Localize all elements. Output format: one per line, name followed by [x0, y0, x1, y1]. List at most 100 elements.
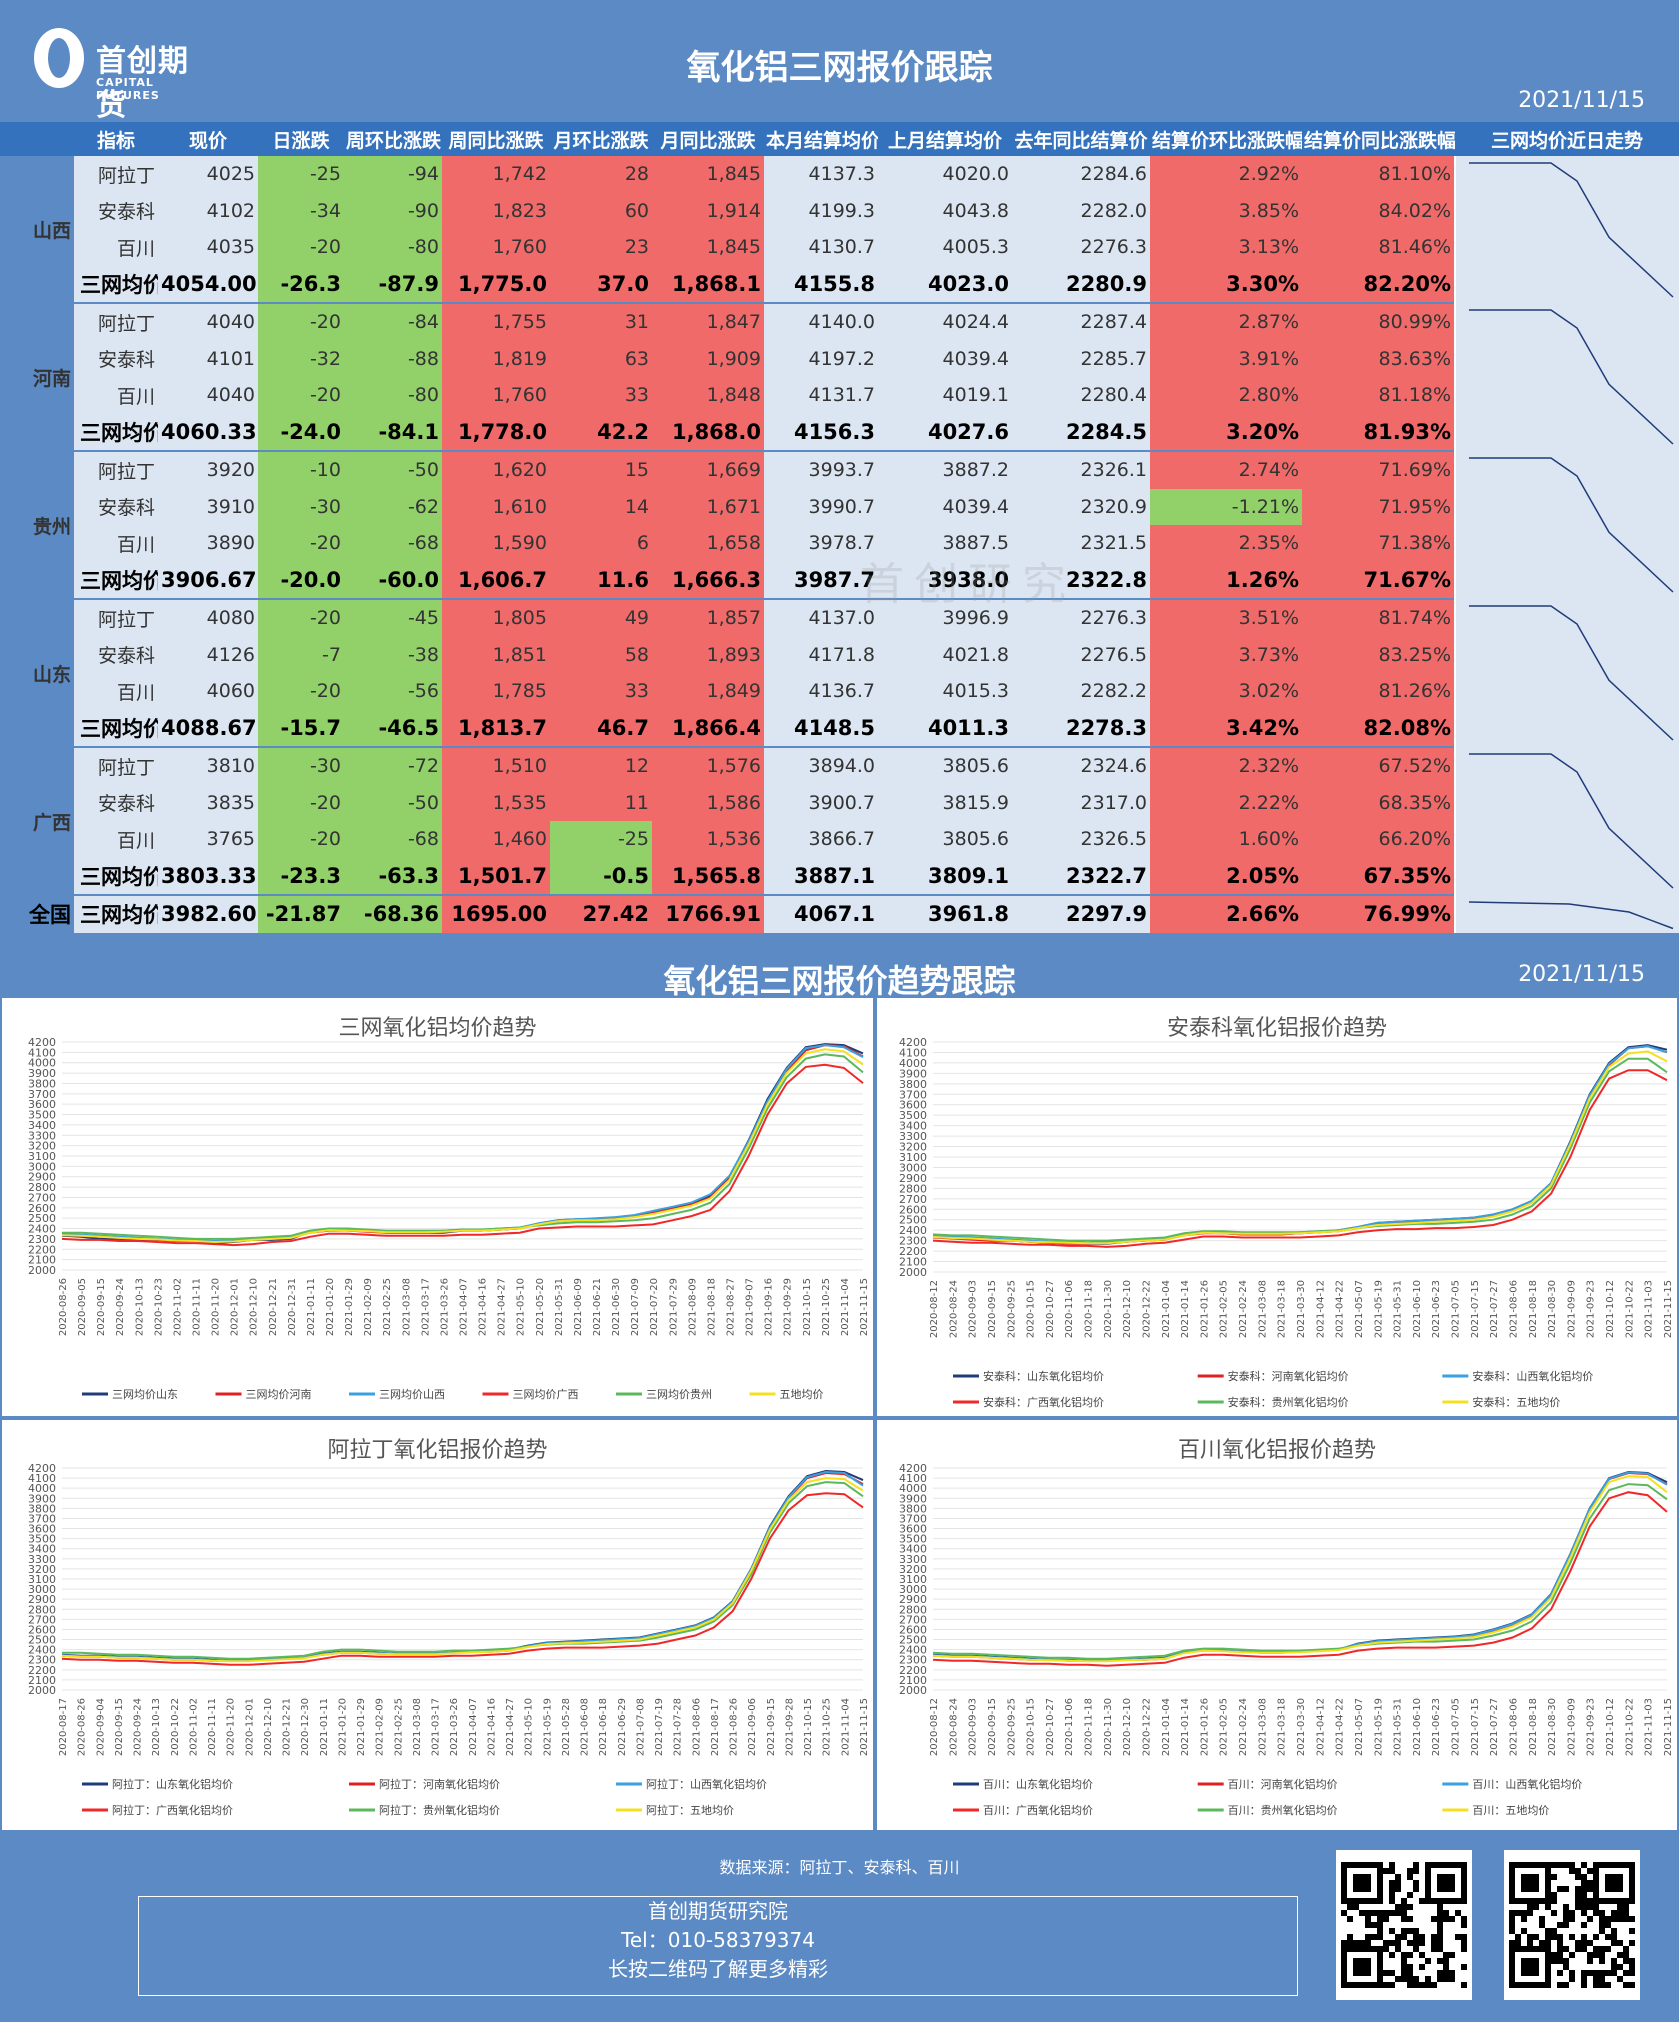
qr-module: [1545, 1946, 1551, 1952]
table-cell: 1,893: [652, 636, 764, 673]
qr-module: [1527, 1898, 1533, 1904]
x-tick-label: 2021-04-22: [1335, 1280, 1346, 1338]
qr-module: [1341, 1976, 1347, 1982]
table-cell: 2276.5: [1012, 636, 1150, 673]
table-cell: 1,669: [652, 451, 764, 489]
table-cell: 1,460: [442, 821, 550, 858]
x-tick-label: 2021-09-29: [783, 1278, 794, 1336]
x-tick-label: 2021-01-20: [337, 1698, 348, 1756]
legend-label: 百川：广西氧化铝均价: [983, 1803, 1093, 1817]
x-tick-label: 2021-03-18: [1277, 1280, 1288, 1338]
table-cell: 3906.67: [158, 561, 258, 600]
table-cell: 1,610: [442, 488, 550, 525]
x-tick-label: 2020-11-11: [192, 1278, 203, 1336]
qr-module: [1365, 1874, 1371, 1880]
qr-module: [1389, 1898, 1395, 1904]
qr-module: [1629, 1982, 1635, 1988]
x-tick-label: 2021-01-11: [319, 1698, 330, 1756]
qr-module: [1407, 1982, 1413, 1988]
x-tick-label: 2021-06-29: [617, 1698, 628, 1756]
y-tick-label: 3900: [899, 1067, 927, 1080]
qr-module: [1575, 1892, 1581, 1898]
sparkline: [1469, 457, 1674, 593]
qr-module: [1617, 1976, 1623, 1982]
table-cell: 1,823: [442, 192, 550, 229]
row-label: 百川: [74, 821, 158, 858]
qr-module: [1413, 1940, 1419, 1946]
table-cell: -56: [344, 673, 442, 710]
table-cell: 81.18%: [1302, 377, 1455, 414]
qr-module: [1629, 1880, 1635, 1886]
table-cell: 1,785: [442, 673, 550, 710]
qr-module: [1449, 1886, 1455, 1892]
qr-module: [1461, 1982, 1467, 1988]
qr-module: [1413, 1868, 1419, 1874]
x-tick-label: 2021-05-20: [535, 1278, 546, 1336]
table-cell: 42.2: [550, 413, 652, 452]
qr-module: [1521, 1970, 1527, 1976]
table-cell: -94: [344, 156, 442, 193]
qr-module: [1563, 1910, 1569, 1916]
x-tick-label: 2020-11-30: [1103, 1280, 1114, 1338]
series-line: [932, 1471, 1668, 1662]
qr-module: [1599, 1952, 1605, 1958]
y-tick-label: 3300: [28, 1553, 56, 1566]
legend-label: 安泰科：山东氧化铝均价: [983, 1369, 1104, 1383]
table-cell: -10: [258, 451, 344, 489]
qr-module: [1581, 1892, 1587, 1898]
qr-module: [1545, 1964, 1551, 1970]
qr-module: [1365, 1964, 1371, 1970]
table-cell: 4039.4: [878, 488, 1012, 525]
table-cell: 3.51%: [1150, 599, 1302, 637]
qr-module: [1461, 1946, 1467, 1952]
x-tick-label: 2021-01-26: [1199, 1698, 1210, 1756]
table-header-row: 指标 现价 日涨跌 周环比涨跌 周同比涨跌 月环比涨跌 月同比涨跌 本月结算均价 上月结算均价去…: [0, 122, 1679, 156]
qr-code-2[interactable]: [1504, 1850, 1640, 2000]
y-tick-label: 2900: [28, 1593, 56, 1606]
x-tick-label: 2021-05-10: [524, 1698, 535, 1756]
table-cell: -80: [344, 229, 442, 266]
y-tick-label: 2500: [28, 1212, 56, 1225]
y-tick-label: 4100: [28, 1046, 56, 1059]
header-cell-blank: [0, 122, 74, 156]
qr-module: [1341, 1874, 1347, 1880]
table-cell: -72: [344, 747, 442, 785]
qr-module: [1413, 1886, 1419, 1892]
qr-module: [1539, 1940, 1545, 1946]
qr-module: [1449, 1970, 1455, 1976]
table-cell: 4035: [158, 229, 258, 266]
table-cell: 4102: [158, 192, 258, 229]
qr-module: [1353, 1964, 1359, 1970]
qr-code-1[interactable]: [1336, 1850, 1472, 2000]
x-tick-label: 2020-12-10: [1122, 1280, 1133, 1338]
qr-module: [1395, 1874, 1401, 1880]
qr-module: [1353, 1904, 1359, 1910]
qr-module: [1611, 1958, 1617, 1964]
qr-module: [1341, 1880, 1347, 1886]
row-label: 安泰科: [74, 192, 158, 229]
series-line: [932, 1045, 1668, 1244]
x-tick-label: 2021-01-14: [1180, 1280, 1191, 1338]
qr-module: [1581, 1946, 1587, 1952]
x-tick-label: 2021-05-31: [554, 1278, 565, 1336]
x-tick-label: 2021-07-20: [649, 1278, 660, 1336]
qr-module: [1437, 1922, 1443, 1928]
qr-module: [1533, 1862, 1539, 1868]
qr-module: [1395, 1904, 1401, 1910]
qr-module: [1365, 1916, 1371, 1922]
table-cell: 4137.0: [764, 599, 878, 637]
qr-module: [1605, 1922, 1611, 1928]
row-label: 百川: [74, 377, 158, 414]
qr-module: [1551, 1958, 1557, 1964]
qr-module: [1605, 1946, 1611, 1952]
qr-module: [1557, 1946, 1563, 1952]
qr-module: [1551, 1898, 1557, 1904]
qr-module: [1437, 1940, 1443, 1946]
y-tick-label: 3200: [28, 1563, 56, 1576]
qr-module: [1365, 1898, 1371, 1904]
qr-module: [1461, 1922, 1467, 1928]
header-cell: 去年同比结算价: [1012, 122, 1150, 156]
table-row: 山东 阿拉丁 4080 -20 -45 1,805 49 1,857 4137.0 3996.9 2…: [0, 599, 1679, 747]
series-line: [61, 1492, 864, 1666]
x-tick-label: 2020-09-25: [1006, 1698, 1017, 1756]
